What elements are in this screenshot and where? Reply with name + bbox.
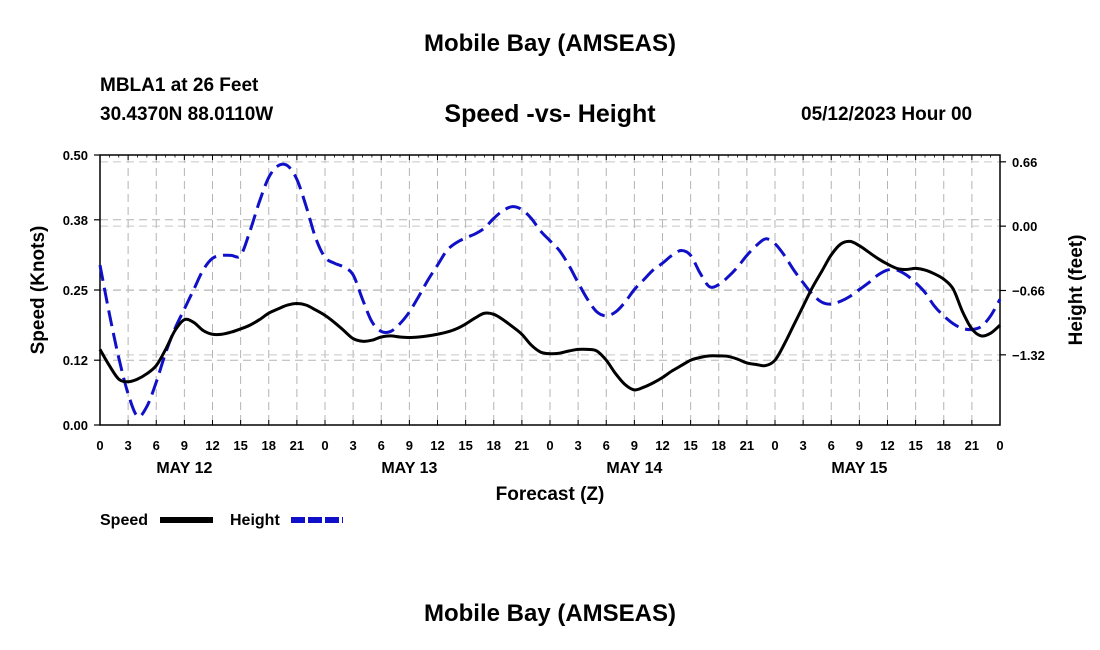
x-day-label: MAY 14 [606,460,662,477]
y-tick-label: 0.00 [63,418,88,433]
legend: Speed Height [100,512,343,529]
x-tick-label: 18 [937,438,951,453]
x-tick-label: 6 [828,438,835,453]
height-series-line [98,162,1002,419]
x-tick-label: 6 [153,438,160,453]
x-tick-label: 3 [800,438,807,453]
y2-tick-label: −0.66 [1012,283,1045,298]
x-tick-label: 9 [406,438,413,453]
x-tick-label: 12 [655,438,669,453]
x-tick-label: 3 [125,438,132,453]
y2-axis-label: Height (feet) [1066,235,1087,346]
forecast-datetime: 05/12/2023 Hour 00 [801,104,973,125]
x-tick-label: 18 [262,438,276,453]
x-tick-label: 21 [515,438,529,453]
station-label: MBLA1 at 26 Feet [100,75,259,96]
x-tick-label: 21 [965,438,979,453]
y-axis-label: Speed (Knots) [28,226,49,355]
x-tick-label: 9 [181,438,188,453]
grid-lines [100,155,1000,425]
x-tick-label: 15 [458,438,472,453]
x-tick-label: 9 [856,438,863,453]
x-tick-label: 21 [740,438,754,453]
y2-tick-label: 0.66 [1012,155,1037,170]
x-tick-label: 0 [996,438,1003,453]
x-tick-label: 6 [378,438,385,453]
y-tick-label: 0.50 [63,148,88,163]
x-tick-label: 6 [603,438,610,453]
x-tick-label: 15 [908,438,922,453]
x-tick-label: 0 [321,438,328,453]
y-tick-label: 0.25 [63,283,88,298]
x-tick-label: 18 [712,438,726,453]
x-tick-label: 15 [683,438,697,453]
legend-height-label: Height [230,512,280,529]
axis-ticks: 0 3 6 9 12 15 18 21 0 3 6 9 12 15 18 21 0 3 6 9 12 15 18 21 0 3 6 9… [63,148,1045,477]
x-tick-label: 15 [233,438,247,453]
x-tick-label: 0 [96,438,103,453]
x-day-label: MAY 13 [381,460,437,477]
x-tick-label: 18 [487,438,501,453]
x-tick-label: 0 [546,438,553,453]
y-tick-label: 0.12 [63,353,88,368]
x-tick-label: 21 [290,438,304,453]
x-day-label: MAY 15 [831,460,887,477]
x-tick-label: 9 [631,438,638,453]
speed-series-line [98,239,1002,392]
footer-title: Mobile Bay (AMSEAS) [423,600,677,627]
x-tick-label: 3 [575,438,582,453]
legend-speed-label: Speed [100,512,148,529]
station-coordinates: 30.4370N 88.0110W [100,104,274,125]
chart-title: Speed -vs- Height [444,100,656,128]
x-day-label: MAY 12 [156,460,212,477]
y2-tick-label: −1.32 [1012,348,1045,363]
y2-tick-label: 0.00 [1012,219,1037,234]
series-lines [98,162,1002,419]
y-tick-label: 0.38 [63,213,88,228]
x-tick-label: 12 [880,438,894,453]
x-tick-label: 3 [350,438,357,453]
x-tick-label: 12 [430,438,444,453]
x-tick-label: 12 [205,438,219,453]
page-title: Mobile Bay (AMSEAS) [423,30,677,57]
x-tick-label: 0 [771,438,778,453]
x-axis-label: Forecast (Z) [496,484,605,505]
